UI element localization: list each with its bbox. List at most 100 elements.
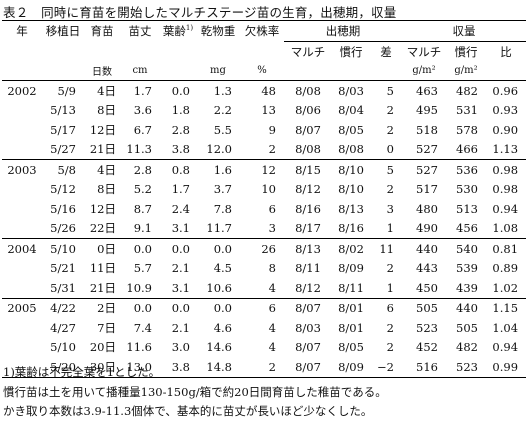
cell-heading-conv: 8/13 xyxy=(338,201,364,216)
cell-missing-rate: 2 xyxy=(268,142,276,157)
cell-leaf-age: 2.8 xyxy=(171,122,190,137)
cell-year xyxy=(2,318,42,338)
header-row-1: 年 移植日 育苗 苗丈 葉齢1) 乾物重 欠株率 出穂期 収量 xyxy=(2,20,527,42)
cell-seedling-height: 5.2 xyxy=(133,182,152,197)
cell-yield-multi: 516 xyxy=(402,357,446,378)
cell-heading-conv: 8/09 xyxy=(332,357,370,378)
unit-mg: mg xyxy=(196,61,240,81)
table-row: 5/10 20日 11.6 3.0 14.6 4 8/07 8/05 2 452 482 0.94 xyxy=(2,338,526,358)
cell-transplant-date: 5/13 xyxy=(50,103,76,118)
cell-dry-weight: 0.0 xyxy=(196,238,240,259)
cell-yield-multi: 527 xyxy=(416,142,438,157)
cell-dry-weight: 5.5 xyxy=(213,122,232,137)
table-row: 4/27 7日 7.4 2.1 4.6 4 8/03 8/01 2 523 505 1.04 xyxy=(2,318,526,338)
cell-leaf-age: 1.8 xyxy=(171,103,190,118)
header-yield: 収量 xyxy=(402,20,527,42)
cell-leaf-age: 3.8 xyxy=(171,142,190,157)
cell-yield-ratio: 0.98 xyxy=(492,182,519,197)
cell-heading-diff: 2 xyxy=(386,182,394,197)
table-row: 5/16 12日 8.7 2.4 7.8 6 8/16 8/13 3 480 513 0.94 xyxy=(2,199,526,219)
cell-dry-weight: 11.7 xyxy=(206,221,232,236)
cell-transplant-date: 5/17 xyxy=(50,122,76,137)
cell-year xyxy=(2,278,42,298)
header-yield-conv: 慣行 xyxy=(454,44,478,59)
cell-leaf-age: 0.0 xyxy=(171,83,190,98)
cell-heading-conv: 8/05 xyxy=(338,340,364,355)
header-yield-multi: マルチ xyxy=(406,44,442,59)
cell-heading-multi: 8/08 xyxy=(295,142,321,157)
cell-leaf-age: 3.1 xyxy=(171,280,190,295)
cell-yield-ratio: 0.94 xyxy=(492,340,519,355)
cell-heading-conv: 8/16 xyxy=(338,221,364,236)
cell-transplant-date: 5/16 xyxy=(50,201,76,216)
table-row: 5/26 22日 9.1 3.1 11.7 3 8/17 8/16 1 490 456 1.08 xyxy=(2,219,526,239)
cell-missing-rate: 6 xyxy=(240,297,284,318)
cell-missing-rate: 13 xyxy=(261,103,276,118)
notes: 1)葉齢は不完全葉を1とした。 慣行苗は土を用いて播種量130-150g/箱で約… xyxy=(3,363,387,422)
header-heading-date: 出穂期 xyxy=(284,20,402,42)
cell-leaf-age: 3.8 xyxy=(160,357,196,378)
cell-seedling-height: 11.6 xyxy=(126,340,152,355)
cell-missing-rate: 4 xyxy=(268,320,276,335)
header-missing-rate: 欠株率 xyxy=(240,20,284,42)
cell-yield-ratio: 0.96 xyxy=(492,83,519,98)
header-row-units: 日数 cm mg % g/m² g/m² xyxy=(2,61,527,81)
cell-heading-conv: 8/01 xyxy=(338,320,364,335)
cell-nursery-days: 0日 xyxy=(84,238,120,259)
cell-leaf-age: 0.8 xyxy=(160,159,196,180)
header-nursery: 育苗 xyxy=(84,20,120,42)
cell-heading-diff: 1 xyxy=(386,280,394,295)
cell-dry-weight: 1.3 xyxy=(213,83,232,98)
cell-year xyxy=(2,219,42,239)
unit-yield-multi: g/m² xyxy=(402,61,446,81)
table-row: 5/13 8日 3.6 1.8 2.2 13 8/06 8/04 2 495 531 0.93 xyxy=(2,101,526,121)
unit-days: 日数 xyxy=(84,61,120,81)
cell-transplant-date: 5/9 xyxy=(57,83,76,98)
cell-leaf-age: 0.0 xyxy=(160,238,196,259)
cell-yield-conv: 539 xyxy=(456,261,478,276)
cell-nursery-days: 8日 xyxy=(97,182,116,197)
header-dry-weight: 乾物重 xyxy=(196,20,240,42)
cell-year xyxy=(2,338,42,358)
cell-yield-multi: 517 xyxy=(416,182,438,197)
cell-yield-ratio: 0.93 xyxy=(492,103,519,118)
header-leaf-age: 葉齢1) xyxy=(160,20,196,42)
cell-nursery-days: 4日 xyxy=(97,83,116,98)
cell-yield-conv: 456 xyxy=(456,221,478,236)
cell-missing-rate: 48 xyxy=(261,83,276,98)
table-row: 5/20 30日 13.0 3.8 14.8 2 8/07 8/09 −2 516 523 0.99 xyxy=(2,357,527,378)
cell-yield-conv: 440 xyxy=(446,297,486,318)
cell-heading-conv: 8/02 xyxy=(332,238,370,259)
cell-leaf-age: 1.7 xyxy=(171,182,190,197)
cell-missing-rate: 10 xyxy=(261,182,276,197)
cell-heading-conv: 8/09 xyxy=(338,261,364,276)
cell-yield-conv: 482 xyxy=(456,340,478,355)
cell-heading-multi: 8/07 xyxy=(295,122,321,137)
cell-transplant-date: 5/26 xyxy=(50,221,76,236)
cell-missing-rate: 4 xyxy=(268,280,276,295)
table-row: 5/31 21日 10.9 3.1 10.6 4 8/12 8/11 1 450 439 1.02 xyxy=(2,278,526,298)
cell-transplant-date: 5/21 xyxy=(50,261,76,276)
cell-heading-diff: 3 xyxy=(386,201,394,216)
cell-heading-multi: 8/11 xyxy=(295,261,321,276)
cell-nursery-days: 21日 xyxy=(89,280,116,295)
cell-yield-conv: 578 xyxy=(456,122,478,137)
cell-transplant-date: 4/22 xyxy=(42,297,84,318)
cell-yield-ratio: 1.08 xyxy=(492,221,519,236)
cell-heading-multi: 8/12 xyxy=(295,182,321,197)
cell-yield-conv: 523 xyxy=(446,357,486,378)
cell-seedling-height: 6.7 xyxy=(133,122,152,137)
cell-nursery-days: 2日 xyxy=(84,297,120,318)
cell-yield-ratio: 0.89 xyxy=(492,261,519,276)
cell-year: 2004 xyxy=(2,238,42,259)
cell-missing-rate: 12 xyxy=(240,159,284,180)
cell-yield-conv: 530 xyxy=(456,182,478,197)
cell-heading-multi: 8/07 xyxy=(284,297,332,318)
cell-transplant-date: 5/31 xyxy=(50,280,76,295)
cell-heading-multi: 8/06 xyxy=(295,103,321,118)
cell-transplant-date: 5/10 xyxy=(42,238,84,259)
cell-dry-weight: 4.6 xyxy=(213,320,232,335)
cell-heading-diff: 5 xyxy=(386,83,394,98)
cell-yield-multi: 440 xyxy=(402,238,446,259)
unit-yield-conv: g/m² xyxy=(446,61,486,81)
